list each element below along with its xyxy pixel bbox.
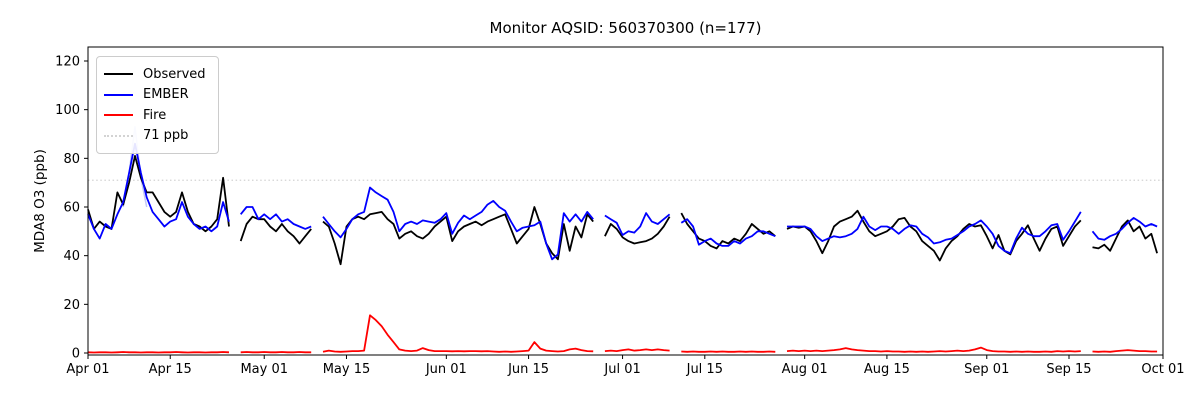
y-tick-label: 100 <box>55 103 80 118</box>
chart-title: Monitor AQSID: 560370300 (n=177) <box>489 19 762 37</box>
y-tick-label: 60 <box>63 201 80 216</box>
series-EMBER <box>87 142 1158 261</box>
x-tick-label: May 01 <box>240 362 288 377</box>
series-Fire <box>87 314 1158 354</box>
x-tick-label: Jul 01 <box>603 362 640 377</box>
y-tick-label: 40 <box>63 249 80 264</box>
observed-line-sample <box>104 73 133 76</box>
x-tick-label: May 15 <box>323 362 371 377</box>
legend-row-ember: EMBER <box>104 85 206 106</box>
legend-row-fire: Fire <box>104 105 206 126</box>
legend-row-observed: Observed <box>104 64 206 85</box>
x-tick-label: Sep 01 <box>964 362 1009 377</box>
x-tick-label: Apr 01 <box>66 362 109 377</box>
y-tick-label: 20 <box>63 298 80 313</box>
x-tick-label: Jul 15 <box>686 362 723 377</box>
y-tick-label: 0 <box>72 347 80 362</box>
legend-label-ember: EMBER <box>143 87 189 103</box>
legend-label-observed: Observed <box>143 66 206 82</box>
x-tick-label: Aug 01 <box>782 362 828 377</box>
legend-row-threshold: 71 ppb <box>104 126 206 147</box>
fire-line-sample <box>104 114 133 117</box>
series-Observed <box>87 155 1158 266</box>
plot-border <box>87 46 1164 356</box>
x-tick-label: Oct 01 <box>1141 362 1184 377</box>
y-tick-label: 120 <box>55 55 80 70</box>
x-tick-label: Apr 15 <box>149 362 192 377</box>
x-tick-label: Jun 01 <box>425 362 467 377</box>
legend-label-threshold: 71 ppb <box>143 128 189 144</box>
threshold-line-sample <box>104 134 133 137</box>
legend: Observed EMBER Fire 71 ppb <box>96 56 219 154</box>
x-tick-label: Jun 15 <box>507 362 549 377</box>
ember-line-sample <box>104 93 133 96</box>
x-tick-label: Sep 15 <box>1046 362 1091 377</box>
legend-label-fire: Fire <box>143 107 167 123</box>
y-tick-label: 80 <box>63 152 80 167</box>
x-tick-label: Aug 15 <box>864 362 910 377</box>
